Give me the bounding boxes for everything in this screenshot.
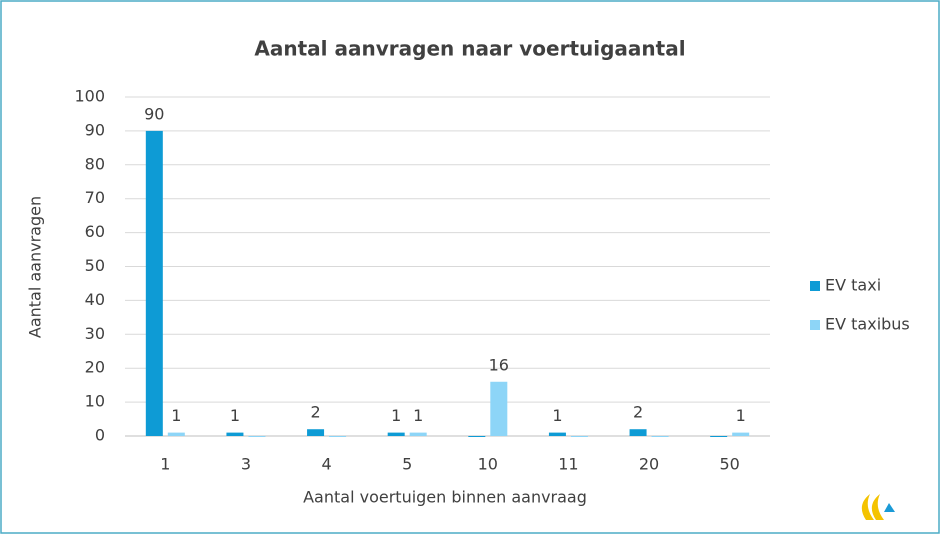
y-tick-label: 0	[95, 426, 105, 445]
x-tick-label: 4	[321, 455, 331, 474]
legend-swatch	[810, 281, 820, 291]
y-tick-label: 30	[85, 324, 105, 343]
y-tick-label: 70	[85, 188, 105, 207]
bar	[570, 436, 588, 437]
bar	[387, 432, 405, 436]
bar	[468, 436, 486, 437]
bar	[307, 429, 325, 436]
bar	[145, 130, 163, 436]
legend-label: EV taxi	[825, 276, 881, 295]
legend-label: EV taxibus	[825, 315, 910, 334]
data-label: 90	[144, 104, 164, 123]
y-tick-label: 20	[85, 358, 105, 377]
y-tick-label: 90	[85, 120, 105, 139]
data-label: 16	[489, 355, 509, 374]
bar	[167, 432, 185, 436]
y-tick-label: 60	[85, 222, 105, 241]
y-axis-label: Aantal aanvragen	[26, 196, 45, 338]
x-tick-label: 1	[160, 455, 170, 474]
bar	[732, 432, 750, 436]
bar	[248, 436, 266, 437]
bar	[629, 429, 647, 436]
x-tick-label: 20	[639, 455, 659, 474]
bar	[409, 432, 427, 436]
x-tick-label: 5	[402, 455, 412, 474]
bar	[710, 436, 728, 437]
y-tick-label: 40	[85, 290, 105, 309]
data-label: 1	[171, 406, 181, 425]
y-tick-label: 10	[85, 392, 105, 411]
legend-swatch	[810, 320, 820, 330]
y-tick-label: 100	[74, 87, 105, 106]
data-label: 2	[633, 403, 643, 422]
bar	[329, 436, 347, 437]
logo	[861, 494, 895, 520]
bar	[490, 381, 508, 436]
data-label: 1	[413, 406, 423, 425]
data-label: 1	[736, 406, 746, 425]
data-label: 1	[391, 406, 401, 425]
y-tick-label: 80	[85, 154, 105, 173]
data-label: 1	[230, 406, 240, 425]
x-tick-label: 50	[720, 455, 740, 474]
x-tick-label: 11	[558, 455, 578, 474]
x-axis-label: Aantal voertuigen binnen aanvraag	[303, 488, 587, 507]
data-label: 1	[552, 406, 562, 425]
chart-title: Aantal aanvragen naar voertuigaantal	[254, 37, 685, 61]
bar	[548, 432, 566, 436]
bar	[226, 432, 244, 436]
y-tick-label: 50	[85, 256, 105, 275]
data-label: 2	[310, 403, 320, 422]
bar	[651, 436, 669, 437]
x-tick-label: 3	[241, 455, 251, 474]
x-tick-label: 10	[478, 455, 498, 474]
